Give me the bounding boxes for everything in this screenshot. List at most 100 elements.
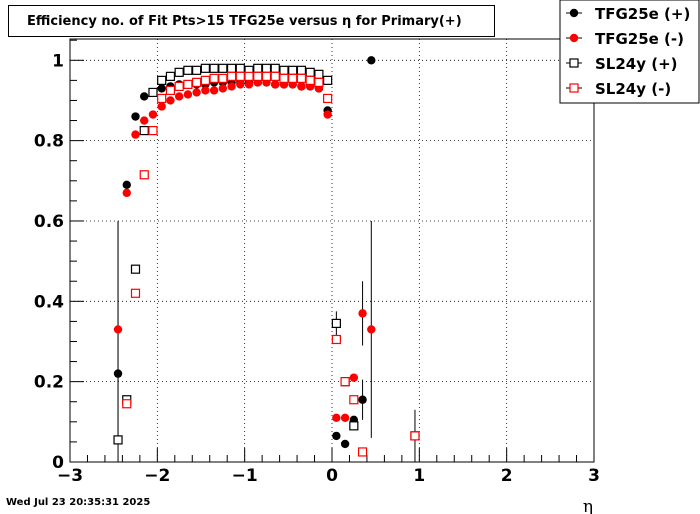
data-point [244,80,254,89]
data-point [226,71,237,81]
y-tick-label: 0.2 [34,373,64,393]
data-point [130,288,141,298]
y-tick-label: 0.4 [34,292,64,312]
data-point [367,56,376,65]
x-tick-label: 1 [413,466,425,486]
data-point [296,65,307,75]
x-tick-label: −2 [144,466,170,486]
data-point [349,395,359,405]
data-point [235,71,245,81]
legend-box [559,0,700,104]
legend-entry-label: TFG25e (-) [595,30,684,48]
data-point [314,69,324,79]
legend-entry-label: SL24y (+) [595,55,678,73]
data-point [296,73,307,83]
data-point [261,63,272,73]
legend-entry-label: SL24y (-) [595,80,671,98]
data-point [113,369,123,378]
data-point [200,75,210,85]
data-point [279,73,289,83]
data-point [113,325,123,334]
data-point [183,90,193,99]
data-point [157,102,166,111]
data-point [209,73,219,83]
data-point [323,110,332,119]
data-point [183,65,193,75]
data-point [165,71,176,81]
data-point [349,373,359,382]
data-point [166,96,175,105]
data-markers [113,56,420,457]
y-tick-label: 0 [52,453,64,473]
data-point [200,63,210,73]
data-point [157,93,167,104]
data-point [174,81,184,92]
data-point [279,65,289,75]
data-point [270,63,280,73]
data-point [131,112,140,121]
data-point [157,84,166,93]
data-point [297,82,306,91]
data-point [131,130,140,139]
data-point [122,399,132,409]
data-point [218,73,228,83]
data-point [226,63,237,73]
chart-title-box: Efficiency no. of Fit Pts>15 TFG25e vers… [8,5,495,37]
data-point [261,71,272,81]
data-point [331,318,341,329]
data-point [174,92,184,101]
axis-ticks: −3 −2 −1 0 1 2 3 0 0.2 0.4 0.6 0.8 1 [34,39,600,486]
x-tick-label: 3 [588,466,600,486]
data-point [192,65,202,75]
y-tick-label: 1 [52,51,64,71]
legend-marker [569,58,579,68]
data-point [139,170,149,180]
data-point [358,395,367,404]
data-point [357,447,368,457]
data-point [209,63,219,73]
data-point [288,65,298,75]
data-point [253,71,263,81]
chart-title: Efficiency no. of Fit Pts>15 TFG25e vers… [27,13,462,29]
data-point [271,80,280,89]
data-point [201,86,210,95]
data-point [410,431,420,441]
data-point [113,435,123,445]
y-tick-label: 0.6 [34,212,64,232]
data-point [192,88,201,97]
data-point [139,125,149,136]
data-point [332,413,341,423]
data-point [183,79,193,89]
data-point [358,309,367,318]
data-point [209,86,219,95]
data-point [157,75,167,85]
data-point [332,431,341,441]
legend-marker [569,8,579,18]
data-point [140,116,149,125]
data-point [323,75,333,85]
data-point [165,85,176,96]
data-point [340,377,350,387]
data-point [122,180,131,190]
x-tick-label: −3 [57,466,83,486]
x-tick-label: 0 [326,466,338,486]
data-point [340,413,350,423]
legend-entry-label: TFG25e (+) [595,5,690,23]
legend-marker [569,83,579,93]
x-tick-label: −1 [232,466,258,486]
timestamp: Wed Jul 23 20:35:31 2025 [6,497,151,508]
data-point [340,439,350,449]
data-point [253,63,263,73]
data-point [140,92,149,101]
data-point [305,75,315,85]
data-point [349,421,359,431]
data-point [367,325,376,334]
data-point [174,67,184,77]
data-point [235,63,245,73]
data-point [148,110,158,119]
data-point [148,87,158,98]
y-tick-label: 0.8 [34,132,64,152]
data-point [236,80,245,89]
legend-marker [569,33,579,43]
